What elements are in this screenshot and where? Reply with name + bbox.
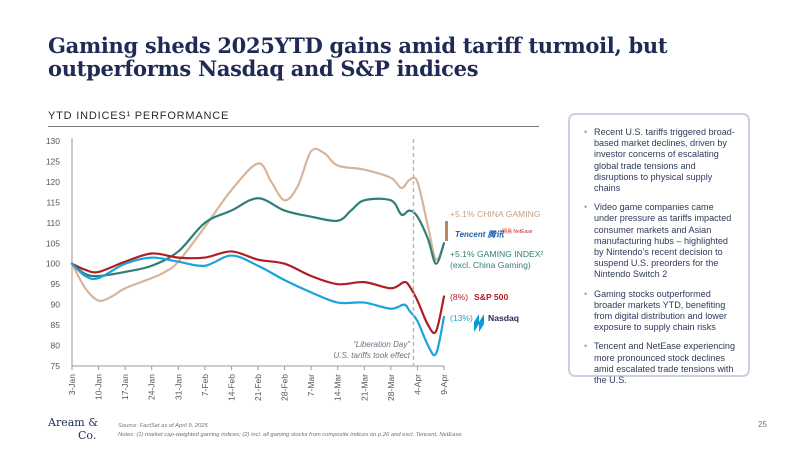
series-line-0 <box>70 147 446 302</box>
page-number: 25 <box>758 420 767 429</box>
y-tick-label: 75 <box>51 361 61 371</box>
commentary-panel: Recent U.S. tariffs triggered broad-base… <box>568 113 750 385</box>
y-tick-label: 100 <box>46 259 60 269</box>
x-tick-label: 17-Jan <box>120 374 130 400</box>
brand-logo: Aream & Co. <box>48 416 98 442</box>
tencent-logo: Tencent 腾讯 <box>455 230 505 239</box>
x-tick-label: 24-Jan <box>147 374 157 400</box>
china-gaming-label: +5.1% CHINA GAMING <box>450 209 541 219</box>
series-line-3 <box>70 254 446 357</box>
x-tick-label: 4-Apr <box>412 374 422 395</box>
x-tick-label: 28-Feb <box>280 374 290 401</box>
nasdaq-change-label: (13%) <box>450 313 473 323</box>
brand-line-2: Co. <box>78 429 97 442</box>
y-tick-label: 130 <box>46 136 60 146</box>
netease-logo-text: 网易 NetEase <box>502 229 533 235</box>
x-tick-label: 21-Mar <box>359 374 369 401</box>
y-tick-label: 105 <box>46 238 60 248</box>
y-tick-label: 95 <box>51 279 61 289</box>
series-line-1 <box>70 197 446 278</box>
gaming-index-label: +5.1% GAMING INDEX² <box>450 249 543 259</box>
x-tick-label: 9-Apr <box>439 374 449 395</box>
x-tick-label: 31-Jan <box>173 374 183 400</box>
china-gaming-bracket <box>445 221 448 241</box>
y-tick-label: 90 <box>51 300 61 310</box>
netease-logo: 网易 NetEase <box>502 229 533 235</box>
chart-series <box>70 147 446 357</box>
footnotes: Notes: (1) market cap-weighted gaming in… <box>118 432 462 438</box>
x-tick-label: 3-Jan <box>67 374 77 396</box>
x-tick-label: 14-Mar <box>333 374 343 401</box>
x-tick-label: 10-Jan <box>94 374 104 400</box>
y-tick-label: 115 <box>46 197 60 207</box>
gaming-index-sublabel: (excl. China Gaming) <box>450 260 531 270</box>
y-tick-label: 125 <box>46 156 60 166</box>
section-divider <box>48 126 539 127</box>
y-tick-label: 120 <box>46 177 60 187</box>
y-tick-label: 110 <box>46 218 60 228</box>
commentary-bullet: Tencent and NetEase experiencing more pr… <box>584 341 738 386</box>
nasdaq-name-label: Nasdaq <box>488 313 519 323</box>
source-note: Source: FactSet as of April 9, 2025 <box>118 423 208 429</box>
series-line-2 <box>70 250 446 335</box>
section-label: YTD INDICES¹ PERFORMANCE <box>48 110 230 122</box>
tencent-logo-text: Tencent 腾讯 <box>455 230 505 239</box>
x-tick-label: 7-Mar <box>306 374 316 396</box>
y-tick-label: 85 <box>51 320 61 330</box>
x-tick-label: 28-Mar <box>386 374 396 401</box>
y-tick-label: 80 <box>51 341 61 351</box>
commentary-bullet: Recent U.S. tariffs triggered broad-base… <box>584 127 738 194</box>
tariffs-label: U.S. tariffs took effect <box>334 351 411 360</box>
commentary-bullet: Video game companies came under pressure… <box>584 202 738 280</box>
brand-line-1: Aream & <box>48 416 98 429</box>
x-tick-label: 21-Feb <box>253 374 263 401</box>
nasdaq-logo-icon <box>474 314 484 332</box>
page-title: Gaming sheds 2025YTD gains amid tariff t… <box>48 33 668 81</box>
liberation-day-label: “Liberation Day” <box>353 340 410 349</box>
sp500-change-label: (8%) <box>450 292 468 302</box>
sp500-name-label: S&P 500 <box>474 292 508 302</box>
x-tick-label: 7-Feb <box>200 374 210 396</box>
x-tick-label: 14-Feb <box>226 374 236 401</box>
commentary-bullet: Gaming stocks outperformed broader marke… <box>584 289 738 334</box>
chart-axes: 75 80 85 90 95 100 105 110 115 120 125 130 3-Jan 10-J… <box>46 136 449 401</box>
